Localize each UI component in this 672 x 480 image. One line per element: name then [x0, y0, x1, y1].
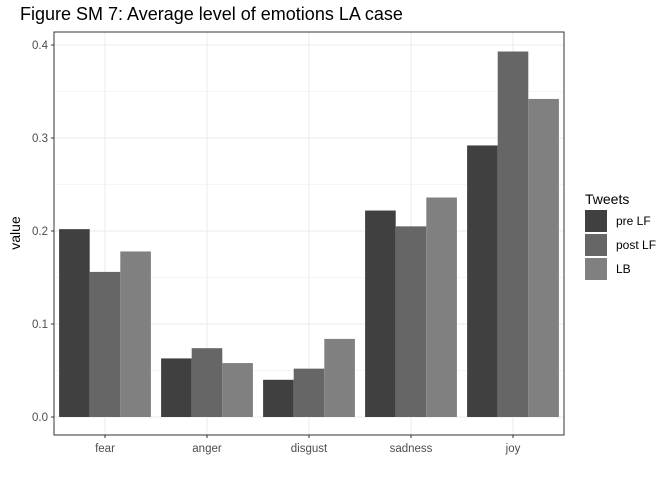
y-tick-label: 0.0 — [32, 412, 48, 424]
legend-key-pre-lf — [585, 210, 607, 232]
bar-fear-post-lf — [89, 271, 121, 417]
y-tick-label: 0.4 — [32, 40, 49, 52]
legend-label: LB — [616, 262, 631, 276]
legend-label: pre LF — [616, 214, 651, 228]
bar-anger-pre-lf — [161, 358, 192, 417]
legend-title: Tweets — [585, 191, 629, 207]
legend-key-post-lf — [585, 234, 607, 256]
y-tick-label: 0.1 — [32, 319, 48, 331]
x-tick-label: joy — [505, 443, 521, 455]
axes: 0.0 0.1 0.2 0.3 0.4 fear anger disgust sadness jo… — [32, 40, 521, 455]
legend: Tweets pre LF post LF LB — [585, 191, 656, 280]
y-axis-title: value — [7, 216, 23, 250]
x-tick-label: disgust — [291, 443, 328, 455]
chart-title: Figure SM 7: Average level of emotions L… — [20, 4, 403, 24]
bar-sadness-post-lf — [395, 226, 427, 417]
x-tick-label: sadness — [390, 443, 433, 455]
bar-joy-lb — [528, 98, 559, 417]
bar-fear-lb — [120, 251, 151, 417]
y-tick-label: 0.3 — [32, 133, 48, 145]
bar-sadness-lb — [426, 197, 457, 417]
bar-anger-post-lf — [191, 348, 223, 417]
bar-joy-pre-lf — [467, 145, 498, 417]
bars — [59, 51, 559, 417]
bar-disgust-post-lf — [293, 368, 325, 417]
legend-label: post LF — [616, 238, 656, 252]
bar-sadness-pre-lf — [365, 210, 396, 417]
x-tick-label: anger — [192, 443, 222, 455]
legend-key-lb — [585, 258, 607, 280]
x-tick-label: fear — [95, 443, 115, 455]
bar-disgust-lb — [324, 338, 355, 417]
bar-fear-pre-lf — [59, 229, 90, 417]
y-tick-label: 0.2 — [32, 226, 48, 238]
bar-joy-post-lf — [497, 51, 529, 417]
bar-disgust-pre-lf — [263, 379, 294, 417]
bar-anger-lb — [222, 363, 253, 417]
